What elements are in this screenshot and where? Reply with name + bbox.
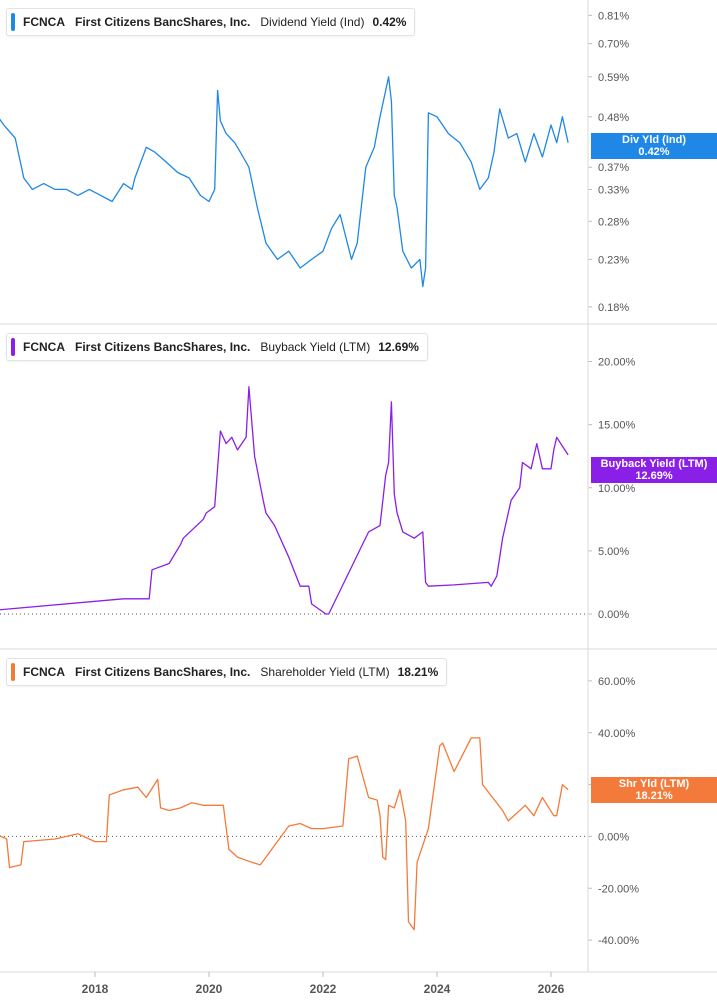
series-line-buyback: [0, 386, 569, 615]
x-tick-label: 2024: [424, 982, 451, 996]
y-tick-label: 5.00%: [598, 546, 629, 558]
legend-value: 0.42%: [372, 15, 407, 29]
y-tick-label: 15.00%: [598, 420, 636, 432]
legend-value: 12.69%: [378, 340, 419, 354]
legend-swatch-shareholder: [11, 663, 15, 681]
legend-metric: Shareholder Yield (LTM): [260, 665, 390, 679]
y-tick-label: 0.48%: [598, 112, 629, 124]
legend-ticker: FCNCA: [23, 340, 65, 354]
x-tick-label: 2020: [196, 982, 223, 996]
legend-company: First Citizens BancShares, Inc.: [75, 15, 251, 29]
legend-buyback: FCNCA First Citizens BancShares, Inc. Bu…: [6, 333, 428, 361]
legend-company: First Citizens BancShares, Inc.: [75, 340, 251, 354]
legend-value: 18.21%: [397, 665, 439, 679]
y-tick-label: 0.00%: [598, 831, 629, 843]
badge-value: 12.69%: [635, 470, 673, 482]
badge-label: Buyback Yield (LTM): [600, 458, 708, 470]
y-tick-label: 10.00%: [598, 483, 636, 495]
badge-shareholder: Shr Yld (LTM) 18.21%: [591, 777, 717, 803]
badge-label: Shr Yld (LTM): [618, 778, 690, 790]
y-tick-label: 0.33%: [598, 184, 629, 196]
y-tick-label: 0.18%: [598, 302, 629, 314]
legend-company: First Citizens BancShares, Inc.: [75, 665, 251, 679]
legend-metric: Dividend Yield (Ind): [260, 15, 365, 29]
y-tick-label: 60.00%: [598, 676, 636, 688]
y-tick-label: 0.70%: [598, 39, 629, 51]
badge-label: Div Yld (Ind): [622, 134, 686, 146]
y-tick-label: -40.00%: [598, 935, 639, 947]
x-tick-label: 2022: [310, 982, 337, 996]
y-tick-label: 0.28%: [598, 216, 629, 228]
series-line-shareholder: [0, 737, 569, 931]
y-tick-label: 0.37%: [598, 162, 629, 174]
badge-value: 18.21%: [635, 790, 673, 802]
legend-shareholder: FCNCA First Citizens BancShares, Inc. Sh…: [6, 658, 448, 686]
legend-metric: Buyback Yield (LTM): [260, 340, 371, 354]
series-line-dividend: [0, 76, 569, 288]
x-tick-label: 2026: [538, 982, 565, 996]
legend-swatch-buyback: [11, 338, 15, 356]
legend-ticker: FCNCA: [23, 665, 65, 679]
y-tick-label: 0.59%: [598, 72, 629, 84]
y-tick-label: -20.00%: [598, 883, 639, 895]
y-tick-label: 0.81%: [598, 10, 629, 22]
badge-buyback: Buyback Yield (LTM) 12.69%: [591, 457, 717, 483]
legend-dividend: FCNCA First Citizens BancShares, Inc. Di…: [6, 8, 416, 36]
y-tick-label: 20.00%: [598, 357, 636, 369]
legend-swatch-dividend: [11, 13, 15, 31]
badge-dividend: Div Yld (Ind) 0.42%: [591, 133, 717, 159]
x-tick-label: 2018: [82, 982, 109, 996]
y-tick-label: 40.00%: [598, 728, 636, 740]
y-tick-label: 0.00%: [598, 609, 629, 621]
y-tick-label: 0.23%: [598, 254, 629, 266]
legend-ticker: FCNCA: [23, 15, 65, 29]
badge-value: 0.42%: [638, 146, 670, 158]
